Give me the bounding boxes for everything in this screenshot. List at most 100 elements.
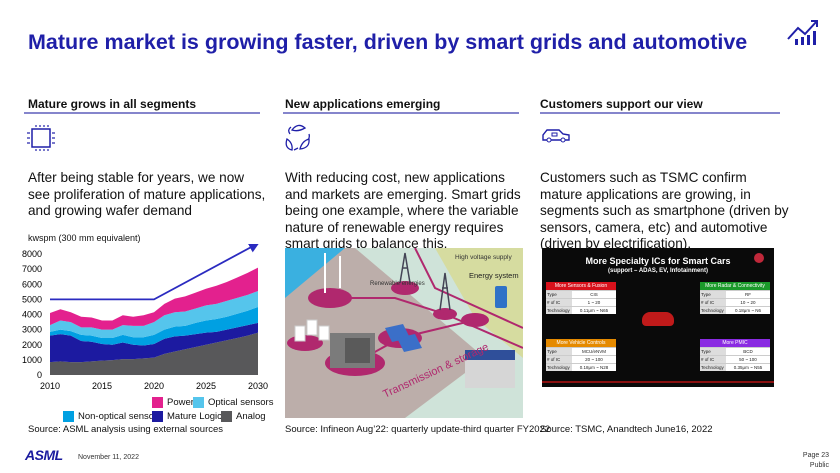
- row-value: RF: [745, 292, 751, 297]
- legend-non-optical: Non-optical sensors: [63, 411, 162, 422]
- tsmc-logo: [754, 253, 764, 263]
- legend-swatch: [193, 397, 204, 408]
- footer-classification: Public: [809, 462, 829, 469]
- footer-bar: [542, 381, 774, 383]
- source-mature: Source: ASML analysis using external sou…: [28, 424, 224, 435]
- heading-rule: [540, 112, 780, 114]
- tsmc-box: More PMIC Type BCD # of IC 50 ~ 100 Technolog…: [700, 339, 770, 371]
- legend-swatch: [152, 411, 163, 422]
- legend-power: Power: [152, 397, 194, 408]
- y-tick-label: 3000: [22, 325, 42, 335]
- tsmc-box-row: Type CIS: [546, 290, 616, 298]
- column-body-customers: Customers such as TSMC confirm mature ap…: [540, 170, 789, 251]
- y-tick-label: 2000: [22, 340, 42, 350]
- row-value: 1 ~ 20: [587, 300, 601, 305]
- x-tick-label: 2020: [144, 381, 164, 391]
- column-heading-customers: Customers support our view: [540, 97, 703, 111]
- row-key: Technology: [700, 307, 726, 314]
- column-heading-new-apps: New applications emerging: [285, 97, 441, 111]
- y-tick-label: 1000: [22, 355, 42, 365]
- chip-icon: [27, 125, 55, 151]
- row-key: # of IC: [700, 299, 726, 306]
- row-value: BCD: [743, 349, 753, 354]
- tsmc-box-row: Type MCU/eNVM: [546, 347, 616, 355]
- tsmc-box-row: Technology 0.35μm ~ N55: [700, 363, 770, 371]
- growth-chart-icon: [787, 20, 818, 45]
- legend-label: Analog: [236, 411, 266, 422]
- tsmc-smart-cars-slide: More Specialty ICs for Smart Cars (suppo…: [542, 248, 774, 387]
- row-key: Type: [700, 291, 726, 298]
- legend-analog: Analog: [221, 411, 266, 422]
- row-value: 20 ~ 100: [585, 357, 603, 362]
- tsmc-title: More Specialty ICs for Smart Cars: [585, 256, 731, 266]
- footer-date: November 11, 2022: [78, 454, 139, 461]
- area-power: [50, 267, 258, 330]
- row-key: Type: [546, 291, 572, 298]
- row-key: Technology: [546, 307, 572, 314]
- legend-mature-logic: Mature Logic: [152, 411, 222, 422]
- tsmc-box: More Sensors & Fusion Type CIS # of IC 1 ~ 2…: [546, 282, 616, 314]
- tsmc-box-row: Technology 0.11μm ~ N65: [546, 306, 616, 314]
- row-key: # of IC: [546, 356, 572, 363]
- slide-title: Mature market is growing faster, driven …: [28, 30, 748, 54]
- legend-optical: Optical sensors: [193, 397, 273, 408]
- tsmc-box-row: Technology 0.18μm ~ N6: [700, 306, 770, 314]
- asml-logo: ASML: [25, 447, 63, 463]
- tsmc-box-title: More PMIC: [700, 339, 770, 347]
- tsmc-box-row: Technology 0.18μm ~ N28: [546, 363, 616, 371]
- y-tick-label: 4000: [22, 310, 42, 320]
- tsmc-box: More Radar & Connectivity Type RF # of IC 10…: [700, 282, 770, 314]
- row-key: # of IC: [546, 299, 572, 306]
- heading-rule: [24, 112, 260, 114]
- row-key: Type: [546, 348, 572, 355]
- column-body-mature: After being stable for years, we now see…: [28, 170, 266, 218]
- column-heading-mature: Mature grows in all segments: [28, 97, 197, 111]
- label-high-voltage: High voltage supply: [455, 254, 512, 261]
- row-value: 0.18μm ~ N28: [579, 365, 609, 370]
- electric-car-icon: [542, 129, 570, 143]
- row-value: 0.18μm ~ N6: [735, 308, 761, 313]
- tsmc-box-title: More Vehicle Controls: [546, 339, 616, 347]
- row-key: Technology: [546, 364, 572, 371]
- wafer-demand-chart: 0 1000 2000 3000 4000 5000 6000 7000 8000 2010 201…: [22, 244, 268, 391]
- x-tick-label: 2015: [92, 381, 112, 391]
- legend-label: Optical sensors: [208, 397, 274, 408]
- legend-label: Power: [167, 397, 194, 408]
- label-renewable: Renewable energies: [370, 281, 425, 287]
- legend-swatch: [152, 397, 163, 408]
- row-value: 50 ~ 100: [739, 357, 757, 362]
- tsmc-box-title: More Radar & Connectivity: [700, 282, 770, 290]
- smart-grid-illustration: High voltage supply Energy system Renewa…: [285, 248, 523, 418]
- chart-y-label: kwspm (300 mm equivalent): [28, 233, 141, 243]
- area-non-optical-sensors: [50, 306, 258, 346]
- legend-swatch: [221, 411, 232, 422]
- tsmc-box-row: # of IC 50 ~ 100: [700, 355, 770, 363]
- area-optical-sensors: [50, 291, 258, 338]
- row-value: 0.11μm ~ N65: [579, 308, 609, 313]
- y-tick-label: 5000: [22, 294, 42, 304]
- row-value: 10 ~ 20: [740, 300, 756, 305]
- footer-page: Page 23: [802, 452, 829, 459]
- recycle-leaves-icon: [285, 124, 310, 151]
- y-tick-label: 8000: [22, 249, 42, 259]
- y-tick-label: 0: [37, 370, 42, 380]
- car-image: [642, 312, 674, 326]
- tsmc-box-row: # of IC 10 ~ 20: [700, 298, 770, 306]
- tsmc-box-row: Type BCD: [700, 347, 770, 355]
- legend-label: Mature Logic: [167, 411, 222, 422]
- tsmc-box-title: More Sensors & Fusion: [546, 282, 616, 290]
- label-energy-system: Energy system: [469, 271, 519, 280]
- tsmc-subtitle: (support – ADAS, EV, Infotainment): [608, 268, 708, 274]
- area-analog: [50, 332, 258, 375]
- row-key: # of IC: [700, 356, 726, 363]
- row-key: Technology: [700, 364, 726, 371]
- legend-swatch: [63, 411, 74, 422]
- column-body-new-apps: With reducing cost, new applications and…: [285, 170, 521, 251]
- x-tick-label: 2010: [40, 381, 60, 391]
- row-value: 0.35μm ~ N55: [733, 365, 763, 370]
- y-tick-label: 6000: [22, 279, 42, 289]
- tsmc-box: More Vehicle Controls Type MCU/eNVM # of IC…: [546, 339, 616, 371]
- row-value: CIS: [590, 292, 598, 297]
- legend-label: Non-optical sensors: [78, 411, 162, 422]
- row-key: Type: [700, 348, 726, 355]
